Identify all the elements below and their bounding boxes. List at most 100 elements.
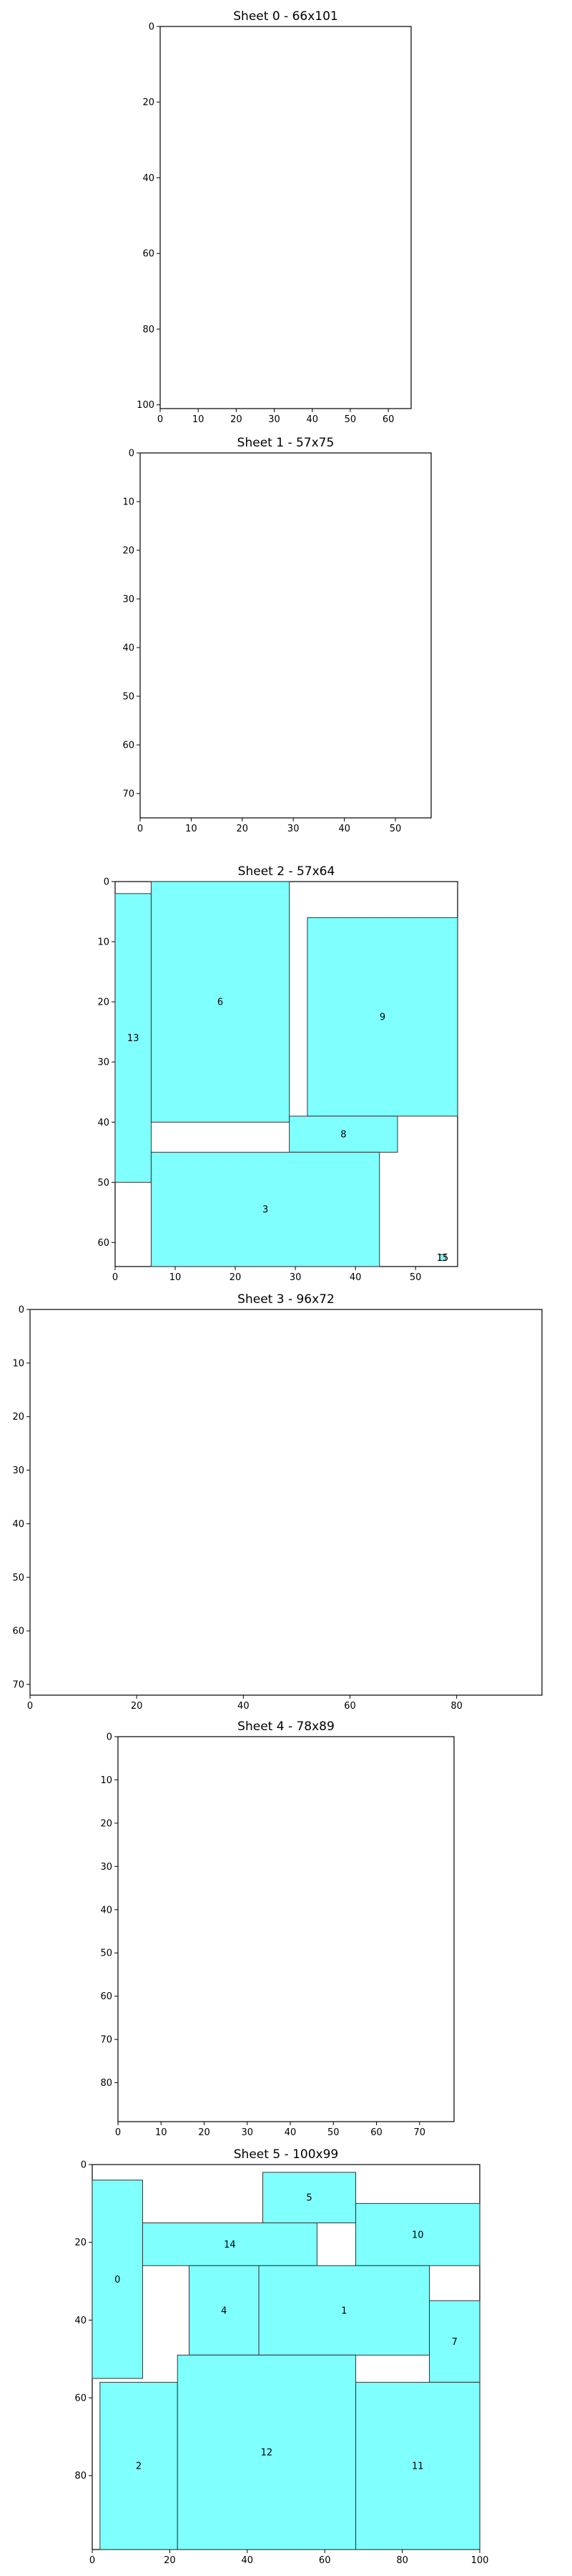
x-tick-label: 10 bbox=[185, 824, 197, 834]
sheet-frame bbox=[29, 1309, 543, 1696]
y-tick-label: 30 bbox=[122, 595, 134, 605]
y-tick-label: 0 bbox=[149, 22, 154, 33]
piece-rect bbox=[289, 1116, 398, 1153]
x-tick-label: 40 bbox=[237, 1701, 250, 1712]
piece-label: 11 bbox=[412, 2462, 424, 2472]
x-tick-label: 0 bbox=[27, 1701, 33, 1712]
y-tick-label: 10 bbox=[97, 937, 109, 948]
piece-rect bbox=[150, 881, 290, 1123]
x-tick-label: 0 bbox=[157, 414, 163, 425]
y-tick-label: 10 bbox=[100, 1775, 112, 1786]
y-tick-label: 0 bbox=[19, 1305, 24, 1316]
sheet-frame bbox=[159, 26, 412, 409]
piece-rect bbox=[114, 893, 152, 1183]
y-tick-label: 0 bbox=[107, 1732, 112, 1743]
x-tick-label: 30 bbox=[268, 414, 280, 425]
y-tick-label: 50 bbox=[12, 1573, 24, 1584]
y-tick-label: 30 bbox=[100, 1862, 112, 1873]
x-tick-label: 0 bbox=[115, 2127, 121, 2138]
piece-label: 10 bbox=[412, 2230, 424, 2240]
x-tick-label: 40 bbox=[350, 1272, 362, 1283]
y-tick-label: 40 bbox=[12, 1519, 24, 1530]
x-tick-label: 10 bbox=[169, 1272, 182, 1283]
y-tick-label: 0 bbox=[81, 2160, 87, 2171]
sheet-title: Sheet 2 - 57x64 bbox=[238, 864, 335, 879]
sheet-5-axes: Sheet 5 - 100x99 0 5 14 10 4 1 7 2 12 11 0 20 40 60 80 1… bbox=[74, 2147, 488, 2566]
sheet-3-axes: Sheet 3 - 96x72 0 20 40 60 80 0 10 20 30 40 50 60 70 bbox=[12, 1292, 543, 1712]
sheet-1-axes: Sheet 1 - 57x75 0 10 20 30 40 50 0 10 20 30 40 50 60 7… bbox=[122, 436, 432, 834]
x-tick-label: 80 bbox=[396, 2555, 408, 2566]
y-tick-label: 60 bbox=[122, 741, 134, 751]
y-tick-label: 40 bbox=[97, 1118, 109, 1128]
sheet-0-axes: Sheet 0 - 66x101 0 10 20 30 40 50 60 0 20 40 60 80 10… bbox=[137, 9, 412, 425]
y-tick-label: 10 bbox=[122, 497, 134, 508]
x-tick-label: 0 bbox=[112, 1272, 118, 1283]
y-tick-label: 80 bbox=[74, 2471, 87, 2482]
y-tick-label: 100 bbox=[137, 400, 154, 411]
sheet-frame bbox=[117, 1736, 455, 2122]
y-tick-label: 80 bbox=[100, 2078, 112, 2089]
sheet-4-axes: Sheet 4 - 78x89 0 10 20 30 40 50 60 70 0 10 20 30 40 5… bbox=[100, 1719, 455, 2138]
y-tick-label: 70 bbox=[100, 2035, 112, 2046]
piece-rect bbox=[429, 2300, 480, 2383]
sheet-title: Sheet 3 - 96x72 bbox=[237, 1292, 335, 1307]
y-tick-label: 60 bbox=[74, 2394, 87, 2404]
y-tick-label: 80 bbox=[142, 324, 154, 335]
y-tick-label: 40 bbox=[122, 643, 134, 654]
y-tick-label: 40 bbox=[100, 1905, 112, 1916]
piece-label: 5 bbox=[306, 2193, 312, 2204]
x-tick-label: 20 bbox=[131, 1701, 143, 1712]
piece-label: 12 bbox=[261, 2448, 273, 2459]
x-tick-label: 30 bbox=[290, 1272, 302, 1283]
piece-label: 8 bbox=[340, 1130, 346, 1141]
piece-label: 4 bbox=[221, 2306, 227, 2316]
x-tick-label: 10 bbox=[155, 2127, 167, 2138]
y-tick-label: 60 bbox=[12, 1626, 24, 1637]
piece-label: 13 bbox=[127, 1033, 139, 1044]
y-tick-label: 30 bbox=[12, 1465, 24, 1476]
y-tick-label: 0 bbox=[129, 449, 134, 459]
piece-rect bbox=[307, 917, 458, 1117]
x-tick-label: 40 bbox=[242, 2555, 254, 2566]
x-tick-label: 0 bbox=[137, 824, 143, 834]
piece-rect bbox=[92, 2180, 143, 2379]
piece-rect bbox=[177, 2354, 357, 2550]
y-tick-label: 70 bbox=[122, 789, 134, 800]
x-tick-label: 20 bbox=[164, 2555, 176, 2566]
piece-label: 9 bbox=[380, 1013, 385, 1023]
sheet-title: Sheet 0 - 66x101 bbox=[233, 9, 337, 24]
piece-label: 3 bbox=[262, 1205, 268, 1216]
piece-rect bbox=[262, 2172, 357, 2224]
x-tick-label: 50 bbox=[410, 1272, 422, 1283]
y-tick-label: 60 bbox=[142, 249, 154, 260]
piece-rect bbox=[99, 2381, 178, 2550]
y-tick-label: 60 bbox=[100, 1991, 112, 2002]
y-tick-label: 50 bbox=[97, 1178, 109, 1189]
sheet-title: Sheet 5 - 100x99 bbox=[234, 2147, 338, 2162]
x-tick-label: 20 bbox=[230, 414, 242, 425]
x-tick-label: 50 bbox=[327, 2127, 340, 2138]
x-tick-label: 100 bbox=[471, 2555, 489, 2566]
x-tick-label: 20 bbox=[230, 1272, 242, 1283]
x-tick-label: 20 bbox=[198, 2127, 210, 2138]
x-tick-label: 0 bbox=[89, 2555, 95, 2566]
x-tick-label: 40 bbox=[338, 824, 350, 834]
y-tick-label: 50 bbox=[100, 1948, 112, 1959]
sheet-2-axes: Sheet 2 - 57x64 13 6 9 8 3 15 0 10 20 30 40 50 0 10 20 3… bbox=[97, 864, 458, 1283]
x-tick-label: 40 bbox=[306, 414, 318, 425]
piece-label: 6 bbox=[217, 997, 223, 1008]
y-tick-label: 50 bbox=[122, 692, 134, 703]
y-tick-label: 20 bbox=[74, 2238, 87, 2248]
y-tick-label: 40 bbox=[142, 173, 154, 184]
x-tick-label: 60 bbox=[370, 2127, 383, 2138]
x-tick-label: 60 bbox=[383, 414, 395, 425]
y-tick-label: 70 bbox=[12, 1680, 24, 1691]
piece-label: 2 bbox=[136, 2462, 142, 2472]
sheet-title: Sheet 1 - 57x75 bbox=[237, 436, 335, 450]
piece-rect bbox=[258, 2265, 430, 2356]
x-tick-label: 60 bbox=[344, 1701, 356, 1712]
x-tick-label: 80 bbox=[450, 1701, 463, 1712]
piece-rect bbox=[355, 2381, 480, 2550]
piece-label: 0 bbox=[114, 2275, 120, 2285]
